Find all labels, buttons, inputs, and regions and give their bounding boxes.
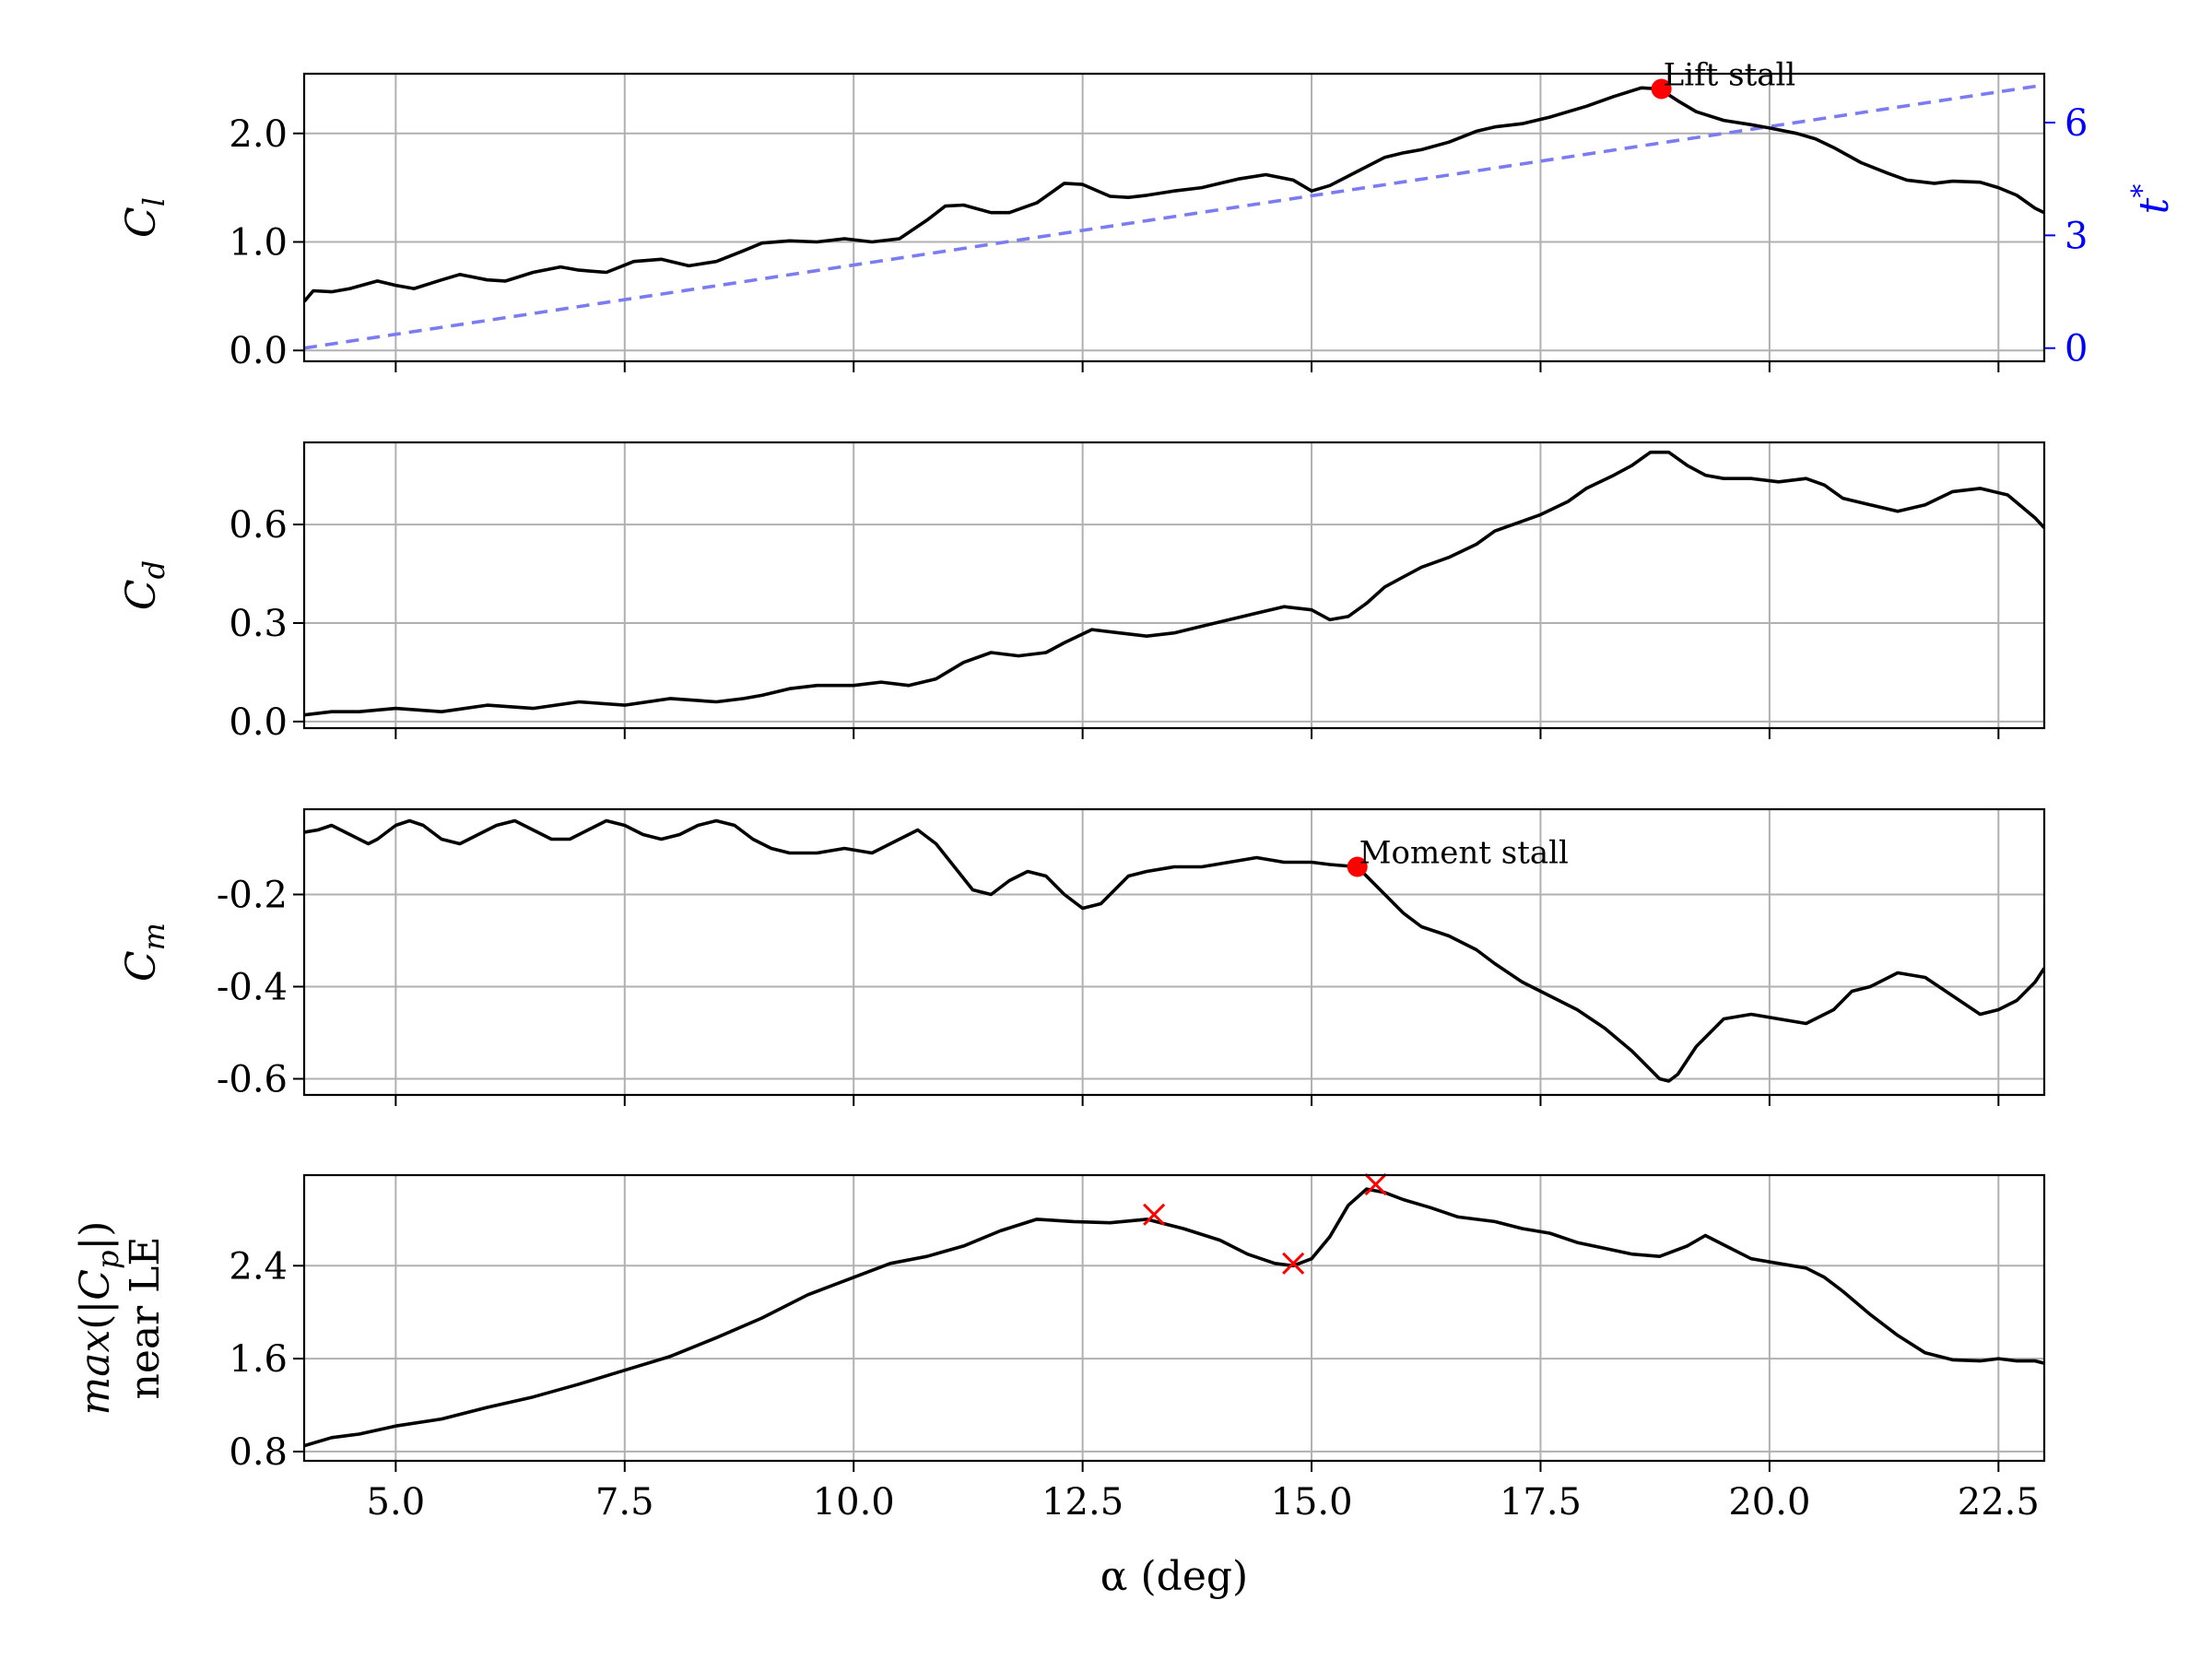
y-tick-label: 0.0 bbox=[229, 330, 288, 372]
tstar-series-line bbox=[304, 83, 2044, 350]
x-tick-label: 5.0 bbox=[367, 1481, 426, 1524]
x-marker bbox=[1364, 1173, 1387, 1196]
y-tick-label: 2.4 bbox=[229, 1245, 288, 1288]
x-tick-label: 10.0 bbox=[813, 1481, 895, 1524]
y-tick-label: 0.3 bbox=[229, 603, 288, 645]
y2-tick-label: 3 bbox=[2065, 215, 2088, 257]
stall-annotation: Moment stall bbox=[1359, 835, 1569, 872]
panel-cp: 5.0 7.5 10.0 12.5 15.0 17.5 20.0 22.5 0.8 1.6 2.4 m… bbox=[72, 1173, 2046, 1524]
x-tick-label: 12.5 bbox=[1041, 1481, 1124, 1524]
y-axis-label-line1: max(|Cp|) bbox=[72, 1221, 125, 1416]
panel-cm: -0.2 -0.4 -0.6 Moment stall Cm bbox=[118, 807, 2046, 1106]
x-axis-label: α (deg) bbox=[1100, 1553, 1248, 1600]
y2-axis-label: t* bbox=[2126, 184, 2178, 215]
axes-frame bbox=[302, 807, 2046, 1097]
series-line-cd bbox=[304, 450, 2044, 717]
panel-cl: 0.0 1.0 2.0 0 3 6 t* Lift stall Cl bbox=[118, 56, 2178, 372]
x-marker bbox=[1143, 1203, 1166, 1226]
y-axis-label: Cm bbox=[118, 923, 171, 982]
x-tick-label: 20.0 bbox=[1728, 1481, 1810, 1524]
x-marker bbox=[1282, 1252, 1305, 1275]
y-axis-label: Cl bbox=[118, 197, 171, 238]
stall-annotation: Lift stall bbox=[1664, 56, 1796, 93]
y-axis-label: Cd bbox=[118, 560, 171, 610]
axes-frame bbox=[302, 441, 2046, 730]
y-tick-label: -0.6 bbox=[217, 1059, 288, 1101]
y-tick-label: 1.6 bbox=[229, 1338, 288, 1381]
series-line-cl bbox=[304, 86, 2044, 303]
y-tick-label: 0.6 bbox=[229, 504, 288, 547]
panel-cd: 0.0 0.3 0.6 Cd bbox=[118, 441, 2046, 744]
y2-tick-label: 6 bbox=[2065, 102, 2088, 145]
y-tick-label: 0.0 bbox=[229, 701, 288, 744]
series-line-cp bbox=[304, 1187, 2044, 1448]
y2-tick-label: 0 bbox=[2065, 328, 2088, 371]
axes-frame bbox=[302, 72, 2046, 363]
y-axis-label-line2: near LE bbox=[122, 1237, 169, 1400]
axes-frame bbox=[302, 1173, 2046, 1463]
x-tick-label: 22.5 bbox=[1958, 1481, 2040, 1524]
y-tick-label: 0.8 bbox=[229, 1431, 288, 1474]
y-tick-label: -0.2 bbox=[217, 875, 288, 917]
x-tick-label: 17.5 bbox=[1500, 1481, 1582, 1524]
y-tick-label: -0.4 bbox=[217, 967, 288, 1009]
series-line-cm bbox=[304, 818, 2044, 1083]
x-tick-label: 7.5 bbox=[595, 1481, 654, 1524]
y-tick-label: 2.0 bbox=[229, 113, 288, 156]
x-tick-label: 15.0 bbox=[1271, 1481, 1353, 1524]
y-tick-label: 1.0 bbox=[229, 221, 288, 264]
stall-marker bbox=[1651, 78, 1672, 100]
stall-marker bbox=[1347, 856, 1368, 877]
